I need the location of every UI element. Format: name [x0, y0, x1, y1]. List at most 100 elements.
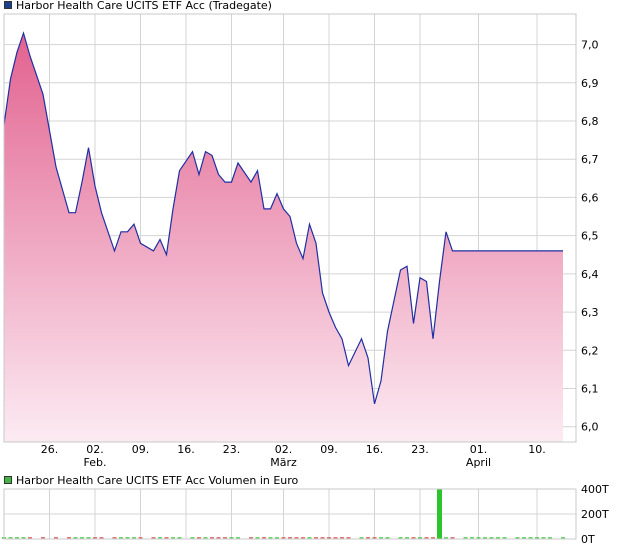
volume-bar-small — [561, 537, 565, 539]
price-x-tick-label: 26. — [41, 443, 59, 456]
volume-bar-small — [444, 537, 448, 539]
volume-bar-small — [411, 537, 416, 539]
volume-bar-small — [262, 537, 266, 539]
volume-bar-small — [41, 537, 45, 539]
volume-bar-small — [151, 537, 156, 539]
price-x-tick-label: 01. — [470, 443, 488, 456]
volume-bar-small — [294, 537, 299, 539]
volume-bar-small — [450, 537, 455, 539]
volume-plot-frame — [3, 488, 577, 540]
volume-bar-small — [203, 537, 208, 539]
price-x-tick-label: 10. — [528, 443, 546, 456]
volume-bar-small — [229, 537, 234, 539]
volume-bar-small — [255, 537, 260, 539]
price-x-tick-label: 16. — [177, 443, 195, 456]
price-y-tick-label: 6,1 — [581, 383, 599, 396]
price-x-tick-label: 02. — [86, 443, 104, 456]
price-legend: Harbor Health Care UCITS ETF Acc (Tradeg… — [4, 0, 272, 12]
volume-bar-small — [307, 537, 312, 539]
price-x-tick-label: 23. — [411, 443, 429, 456]
volume-bar-small — [431, 537, 435, 539]
volume-bar-small — [80, 537, 84, 539]
volume-bar — [437, 489, 442, 539]
volume-bar-small — [73, 537, 78, 539]
volume-legend-label: Harbor Health Care UCITS ETF Acc Volumen… — [16, 474, 299, 487]
volume-bar-small — [314, 537, 318, 539]
volume-bar-small — [385, 537, 390, 539]
volume-bar-small — [463, 537, 468, 539]
volume-bar-small — [158, 537, 162, 539]
volume-bar-small — [67, 537, 71, 539]
price-y-tick-label: 6,7 — [581, 153, 599, 166]
volume-bar-small — [320, 537, 325, 539]
price-y-tick-label: 6,3 — [581, 306, 599, 319]
volume-bar-small — [216, 537, 221, 539]
price-y-tick-label: 6,5 — [581, 230, 599, 243]
volume-bar-small — [366, 537, 370, 539]
volume-bar-small — [535, 537, 539, 539]
price-y-tick-label: 6,8 — [581, 115, 599, 128]
volume-bar-small — [372, 537, 377, 539]
volume-grid — [4, 488, 576, 540]
price-x-axis: 26. 02. 09. 16. 23. 02. 09. 16. 23. 01. 10. Feb. Mär… — [41, 443, 546, 469]
volume-bar-small — [548, 537, 552, 539]
price-month-label: Feb. — [84, 456, 107, 469]
volume-bar-small — [275, 537, 279, 539]
volume-bar-small — [268, 537, 273, 539]
volume-bar-small — [132, 537, 136, 539]
volume-bar-small — [476, 537, 481, 539]
volume-bar-small — [496, 537, 500, 539]
price-y-tick-label: 7,0 — [581, 39, 599, 52]
price-x-tick-label: 23. — [223, 443, 241, 456]
volume-bar-small — [125, 537, 130, 539]
volume-bar-small — [522, 537, 526, 539]
price-x-tick-label: 09. — [132, 443, 150, 456]
volume-bar-small — [489, 537, 494, 539]
price-y-tick-label: 6,0 — [581, 421, 599, 434]
price-y-tick-label: 6,9 — [581, 77, 599, 90]
volume-legend-swatch — [4, 476, 12, 484]
price-legend-label: Harbor Health Care UCITS ETF Acc (Tradeg… — [16, 0, 272, 12]
price-area — [4, 33, 563, 442]
volume-bar-small — [288, 537, 292, 539]
price-y-tick-label: 6,6 — [581, 191, 599, 204]
volume-bar-small — [340, 537, 344, 539]
volume-bar-small — [470, 537, 474, 539]
price-y-axis: 7,0 6,9 6,8 6,7 6,6 6,5 6,4 6,3 6,2 6,1 6,0 — [581, 39, 599, 434]
volume-bar-small — [333, 537, 338, 539]
volume-bar-small — [515, 537, 520, 539]
price-legend-swatch — [4, 1, 12, 9]
volume-bar-small — [236, 537, 240, 539]
volume-bar-small — [28, 537, 32, 539]
volume-bar-small — [210, 537, 214, 539]
volume-bar-small — [164, 537, 169, 539]
volume-y-axis: 400T 200T 0T — [581, 483, 609, 546]
volume-bar-small — [171, 537, 175, 539]
volume-bar-small — [327, 537, 331, 539]
volume-bar-small — [249, 537, 253, 539]
volume-bar-small — [223, 537, 227, 539]
volume-bar-small — [190, 537, 195, 539]
volume-bar-small — [21, 537, 26, 539]
volume-bar-small — [93, 537, 97, 539]
volume-bar-small — [138, 537, 143, 539]
volume-bar-small — [86, 537, 91, 539]
price-x-tick-label: 16. — [366, 443, 384, 456]
volume-bar-small — [281, 537, 286, 539]
volume-y-tick-label: 400T — [581, 483, 609, 496]
volume-bar-small — [301, 537, 305, 539]
volume-bar-small — [541, 537, 546, 539]
volume-bar-small — [528, 537, 533, 539]
volume-bar-small — [8, 537, 13, 539]
volume-bar-small — [418, 537, 422, 539]
volume-bar-small — [119, 537, 123, 539]
price-y-tick-label: 6,2 — [581, 344, 599, 357]
volume-bar-small — [483, 537, 487, 539]
price-x-tick-label: 09. — [320, 443, 338, 456]
volume-bar-small — [99, 537, 104, 539]
volume-bar-small — [379, 537, 383, 539]
volume-bar-small — [15, 537, 19, 539]
volume-bar-small — [112, 537, 117, 539]
price-plot-frame — [3, 13, 577, 443]
volume-bar-small — [405, 537, 409, 539]
